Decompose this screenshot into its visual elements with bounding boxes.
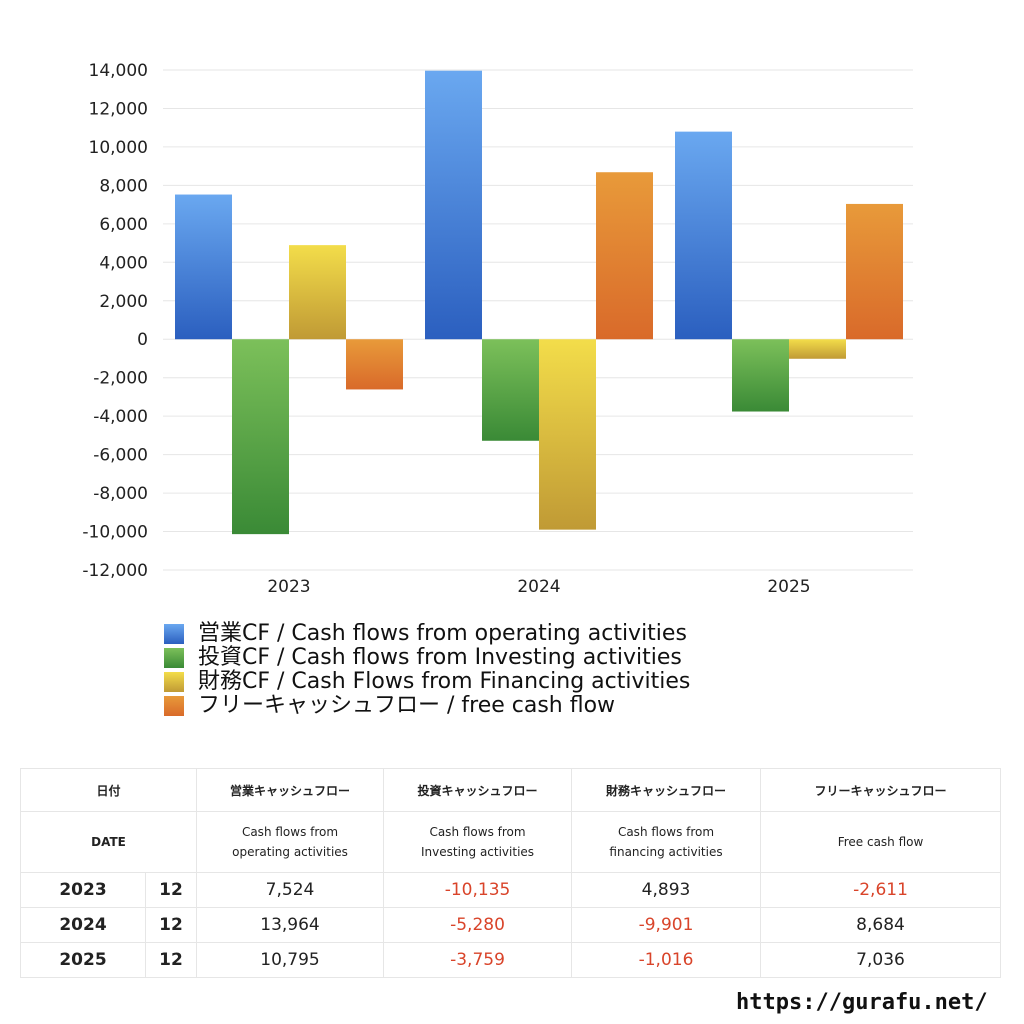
y-tick-label: -10,000: [82, 523, 148, 543]
cell-operating: 7,524: [196, 872, 385, 908]
cell-free: -2,611: [760, 872, 1002, 908]
legend-label-operating: 営業CF / Cash flows from operating activit…: [198, 621, 687, 646]
cell-financing: 4,893: [571, 872, 762, 908]
y-tick-label: 10,000: [89, 138, 148, 158]
x-category-label: 2024: [517, 577, 560, 597]
y-tick-label: -12,000: [82, 561, 148, 581]
table-row: 2024 12 13,964 -5,280 -9,901 8,684: [20, 907, 1002, 943]
y-tick-label: 6,000: [99, 215, 148, 235]
cell-financing: -1,016: [571, 942, 762, 978]
header-operating-jp: 営業キャッシュフロー: [196, 768, 385, 812]
y-tick-label: -6,000: [93, 446, 148, 466]
bar-series2-2024: [539, 339, 596, 530]
x-category-label: 2023: [267, 577, 310, 597]
bar-series0-2025: [675, 131, 732, 340]
header-financing-en: Cash flows from financing activities: [571, 811, 762, 873]
bar-series1-2024: [482, 339, 539, 441]
bar-series3-2024: [596, 172, 653, 340]
legend-item-free: フリーキャッシュフロー / free cash flow: [164, 694, 690, 718]
header-financing-jp: 財務キャッシュフロー: [571, 768, 762, 812]
y-tick-label: 4,000: [99, 253, 148, 273]
cell-free: 7,036: [760, 942, 1002, 978]
legend-label-financing: 財務CF / Cash Flows from Financing activit…: [198, 669, 691, 694]
cell-financing: -9,901: [571, 907, 762, 943]
y-tick-label: 0: [137, 330, 148, 350]
table-header-jp: 日付 営業キャッシュフロー 投資キャッシュフロー 財務キャッシュフロー フリーキ…: [19, 768, 1002, 812]
y-tick-label: 8,000: [99, 176, 148, 196]
y-tick-label: -4,000: [93, 407, 148, 427]
cell-month: 12: [144, 942, 198, 978]
bar-series0-2023: [175, 194, 232, 340]
x-axis-categories: 2023 2024 2025: [267, 577, 810, 597]
bar-series0-2024: [425, 70, 482, 340]
header-investing-jp: 投資キャッシュフロー: [383, 768, 573, 812]
y-tick-label: 12,000: [89, 99, 148, 119]
y-tick-label: 2,000: [99, 292, 148, 312]
legend-label-investing: 投資CF / Cash flows from Investing activit…: [198, 645, 682, 670]
table-row: 2025 12 10,795 -3,759 -1,016 7,036: [20, 942, 1002, 978]
bar-series3-2025: [846, 203, 903, 340]
table-row: 2023 12 7,524 -10,135 4,893 -2,611: [20, 872, 1002, 908]
chart-bars: [175, 70, 903, 535]
cell-free: 8,684: [760, 907, 1002, 943]
cell-year: 2025: [20, 942, 146, 978]
cell-month: 12: [144, 872, 198, 908]
y-tick-label: 14,000: [89, 61, 148, 81]
cell-month: 12: [144, 907, 198, 943]
header-free-en: Free cash flow: [760, 811, 1002, 873]
bar-series3-2023: [346, 339, 403, 390]
bar-series2-2025: [789, 339, 846, 359]
legend-swatch-investing: [164, 648, 184, 668]
bar-series2-2023: [289, 245, 346, 340]
legend-swatch-free: [164, 696, 184, 716]
y-tick-label: -2,000: [93, 369, 148, 389]
cell-operating: 10,795: [196, 942, 385, 978]
cell-investing: -5,280: [383, 907, 573, 943]
cell-year: 2024: [20, 907, 146, 943]
cell-operating: 13,964: [196, 907, 385, 943]
bar-series1-2023: [232, 339, 289, 535]
legend-swatch-operating: [164, 624, 184, 644]
header-operating-en: Cash flows from operating activities: [196, 811, 385, 873]
cell-investing: -3,759: [383, 942, 573, 978]
y-tick-label: -8,000: [93, 484, 148, 504]
cash-flow-table: 日付 営業キャッシュフロー 投資キャッシュフロー 財務キャッシュフロー フリーキ…: [19, 768, 1002, 978]
y-axis-ticks: 14,000 12,000 10,000 8,000 6,000 4,000 2,000 0 -…: [82, 61, 148, 581]
legend-item-financing: 財務CF / Cash Flows from Financing activit…: [164, 670, 690, 694]
header-investing-en: Cash flows from Investing activities: [383, 811, 573, 873]
cell-year: 2023: [20, 872, 146, 908]
bar-series1-2025: [732, 339, 789, 412]
source-url: https://gurafu.net/: [736, 990, 988, 1015]
header-free-jp: フリーキャッシュフロー: [760, 768, 1002, 812]
cash-flow-bar-chart: 14,000 12,000 10,000 8,000 6,000 4,000 2,000 0 -…: [82, 61, 913, 597]
legend-item-operating: 営業CF / Cash flows from operating activit…: [164, 622, 690, 646]
header-date-en: DATE: [19, 811, 198, 873]
table-header-en: DATE Cash flows from operating activities…: [19, 811, 1002, 873]
legend-swatch-financing: [164, 672, 184, 692]
x-category-label: 2025: [767, 577, 810, 597]
cell-investing: -10,135: [383, 872, 573, 908]
chart-legend: 営業CF / Cash flows from operating activit…: [164, 622, 690, 718]
legend-label-free: フリーキャッシュフロー / free cash flow: [198, 693, 616, 718]
legend-item-investing: 投資CF / Cash flows from Investing activit…: [164, 646, 690, 670]
header-date-jp: 日付: [19, 768, 198, 812]
